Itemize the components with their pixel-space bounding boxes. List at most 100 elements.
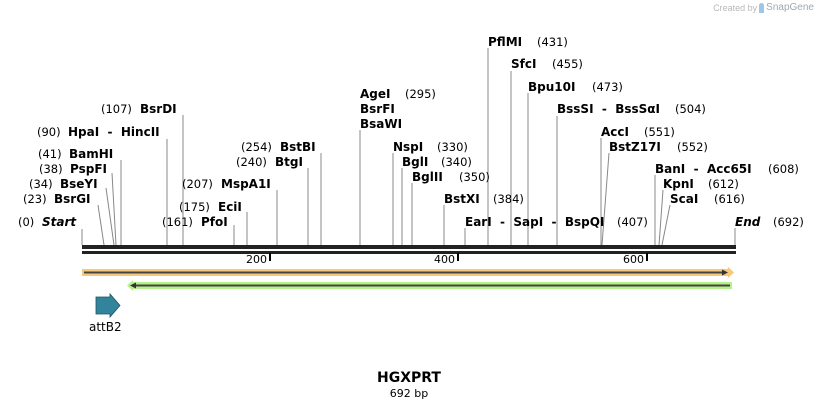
svg-text:EciI: EciI — [218, 200, 242, 214]
snapgene-logo-icon — [759, 2, 765, 13]
attb2-feature-arrow[interactable] — [95, 292, 121, 319]
restriction-site-BstBI[interactable]: (254) BstBI — [241, 140, 316, 154]
svg-text:BamHI: BamHI — [69, 147, 113, 161]
svg-text:BglII: BglII — [412, 170, 443, 184]
svg-text:BtgI: BtgI — [275, 155, 303, 169]
restriction-site-BamHI[interactable]: (41) BamHI — [38, 147, 113, 161]
restriction-site-MspA1I[interactable]: (207) MspA1I — [182, 177, 271, 191]
orange-orf-feature[interactable] — [82, 267, 734, 278]
restriction-site-EarI-SapI-BspQI[interactable]: EarI - SapI - BspQI (407) — [465, 215, 648, 229]
svg-text:(350): (350) — [459, 170, 490, 184]
ruler-tick-label: 200 — [246, 253, 267, 266]
svg-text:(504): (504) — [675, 102, 706, 116]
svg-text:(608): (608) — [768, 162, 799, 176]
svg-text:(455): (455) — [552, 57, 583, 71]
restriction-site-BsrGI[interactable]: (23) BsrGI — [23, 192, 91, 206]
restriction-site-HpaI-HincII[interactable]: (90) HpaI - HincII — [37, 125, 160, 139]
svg-text:(240): (240) — [236, 155, 267, 169]
ruler: 200 400 600 — [246, 253, 648, 266]
svg-text:AccI: AccI — [601, 125, 629, 139]
restriction-site-BseYI[interactable]: (34) BseYI — [29, 177, 98, 191]
svg-text:PfoI: PfoI — [201, 215, 228, 229]
svg-text:(34): (34) — [29, 177, 53, 191]
restriction-site-BtgI[interactable]: (240) BtgI — [236, 155, 303, 169]
svg-text:BstXI: BstXI — [444, 192, 480, 206]
restriction-site-BssSI-BssSaI[interactable]: BssSI - BssSαI (504) — [557, 102, 706, 116]
start-position: (0) — [18, 215, 34, 229]
sequence-name: HGXPRT — [377, 370, 441, 386]
backbone-bottom-strand — [82, 251, 736, 254]
ruler-tick-label: 400 — [434, 253, 455, 266]
restriction-site-PfoI[interactable]: (161) PfoI — [162, 215, 228, 229]
svg-text:(551): (551) — [644, 125, 675, 139]
green-orf-feature[interactable] — [127, 280, 732, 291]
svg-text:(384): (384) — [493, 192, 524, 206]
svg-text:(23): (23) — [23, 192, 47, 206]
attb2-feature-label: attB2 — [89, 320, 122, 334]
svg-text:Bpu10I: Bpu10I — [528, 80, 575, 94]
restriction-site-BsrDI[interactable]: (107) BsrDI — [101, 102, 177, 116]
restriction-site-BsrFI[interactable]: BsrFI — [360, 102, 395, 116]
snapgene-credit: Created by SnapGene — [713, 2, 814, 13]
restriction-site-KpnI[interactable]: KpnI (612) — [663, 177, 739, 191]
restriction-site-BstZ17I[interactable]: BstZ17I (552) — [609, 140, 708, 154]
svg-text:(107): (107) — [101, 102, 132, 116]
ruler-tick-label: 600 — [623, 253, 644, 266]
svg-text:(407): (407) — [617, 215, 648, 229]
svg-text:(330): (330) — [437, 140, 468, 154]
restriction-site-PspFI[interactable]: (38) PspFI — [39, 162, 107, 176]
restriction-site-ScaI[interactable]: ScaI (616) — [670, 192, 745, 206]
svg-text:(431): (431) — [537, 35, 568, 49]
svg-text:(175): (175) — [179, 200, 210, 214]
svg-text:EarI - SapI - BspQI: EarI - SapI - BspQI — [465, 215, 604, 229]
svg-text:(254): (254) — [241, 140, 272, 154]
svg-text:ScaI: ScaI — [670, 192, 698, 206]
restriction-site-BglI[interactable]: BglI (340) — [402, 155, 472, 169]
svg-text:(612): (612) — [708, 177, 739, 191]
restriction-site-NspI[interactable]: NspI (330) — [393, 140, 468, 154]
backbone-top-strand — [82, 245, 736, 249]
arrow-left-icon — [130, 282, 136, 289]
svg-text:BstZ17I: BstZ17I — [609, 140, 661, 154]
svg-text:(38): (38) — [39, 162, 63, 176]
restriction-site-AccI[interactable]: AccI (551) — [601, 125, 675, 139]
site-leader-lines — [81, 48, 736, 246]
restriction-site-EciI[interactable]: (175) EciI — [179, 200, 242, 214]
restriction-site-Bpu10I[interactable]: Bpu10I (473) — [528, 80, 623, 94]
restriction-site-BglII[interactable]: BglII (350) — [412, 170, 490, 184]
svg-text:SfcI: SfcI — [511, 57, 536, 71]
restriction-site-BsaWI[interactable]: BsaWI — [360, 117, 402, 131]
svg-text:BsaWI: BsaWI — [360, 117, 402, 131]
svg-text:BanI - Acc65I: BanI - Acc65I — [655, 162, 752, 176]
svg-text:KpnI: KpnI — [663, 177, 694, 191]
svg-text:(90): (90) — [37, 125, 61, 139]
svg-text:BseYI: BseYI — [60, 177, 98, 191]
svg-text:BsrFI: BsrFI — [360, 102, 395, 116]
svg-text:(340): (340) — [441, 155, 472, 169]
credit-prefix: Created by — [713, 2, 758, 13]
svg-text:BssSI - BssSαI: BssSI - BssSαI — [557, 102, 660, 116]
svg-text:(207): (207) — [182, 177, 213, 191]
svg-text:(295): (295) — [405, 87, 436, 101]
restriction-site-BstXI[interactable]: BstXI (384) — [444, 192, 524, 206]
svg-text:(41): (41) — [38, 147, 62, 161]
restriction-site-BanI-Acc65I[interactable]: BanI - Acc65I (608) — [655, 162, 799, 176]
svg-text:BstBI: BstBI — [280, 140, 316, 154]
svg-text:PspFI: PspFI — [70, 162, 107, 176]
sequence-length: 692 bp — [389, 387, 429, 400]
start-label: Start — [42, 215, 77, 229]
credit-brand: SnapGene — [766, 2, 814, 13]
svg-text:BsrDI: BsrDI — [140, 102, 177, 116]
end-position: (692) — [773, 215, 804, 229]
svg-text:(161): (161) — [162, 215, 193, 229]
svg-text:(473): (473) — [592, 80, 623, 94]
restriction-site-PflMI[interactable]: PflMI (431) — [488, 35, 568, 49]
svg-text:BsrGI: BsrGI — [54, 192, 91, 206]
svg-text:HpaI - HincII: HpaI - HincII — [68, 125, 160, 139]
arrow-right-icon — [722, 269, 728, 276]
svg-text:(616): (616) — [714, 192, 745, 206]
restriction-site-AgeI[interactable]: AgeI (295) — [360, 87, 436, 101]
restriction-site-SfcI[interactable]: SfcI (455) — [511, 57, 583, 71]
svg-text:NspI: NspI — [393, 140, 423, 154]
